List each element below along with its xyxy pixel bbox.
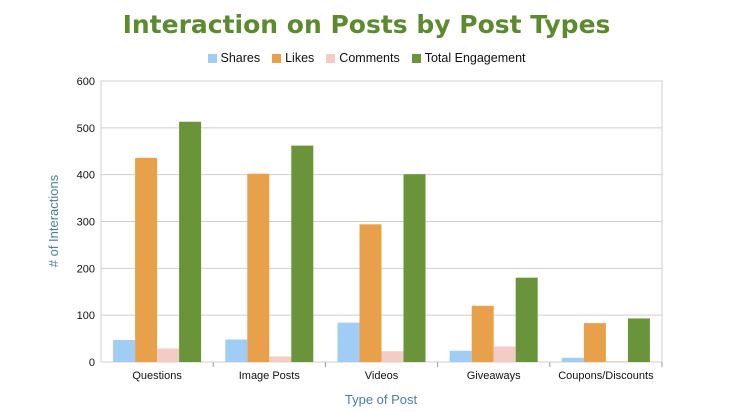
bar-likes bbox=[247, 173, 270, 362]
chart-legend: Shares Likes Comments Total Engagement bbox=[0, 51, 733, 65]
bar-shares bbox=[225, 339, 248, 362]
bar-total-engagement bbox=[627, 318, 650, 362]
x-tick-label: Giveaways bbox=[467, 370, 521, 382]
x-tick-label: Videos bbox=[365, 370, 399, 382]
bar-shares bbox=[337, 322, 360, 362]
y-tick-label: 200 bbox=[77, 263, 95, 275]
bar-comments bbox=[605, 361, 628, 362]
y-tick-label: 600 bbox=[77, 76, 95, 88]
legend-swatch bbox=[326, 53, 336, 63]
x-tick-label: Questions bbox=[132, 370, 182, 382]
bar-comments bbox=[157, 348, 180, 362]
bar-total-engagement bbox=[515, 277, 538, 362]
y-tick-label: 0 bbox=[89, 357, 95, 369]
bar-shares bbox=[113, 339, 136, 362]
bar-comments bbox=[269, 356, 292, 362]
legend-item: Comments bbox=[326, 51, 400, 65]
bar-shares bbox=[561, 357, 584, 362]
bar-likes bbox=[135, 157, 158, 362]
x-axis-title: Type of Post bbox=[345, 392, 418, 407]
chart-title: Interaction on Posts by Post Types bbox=[122, 10, 611, 39]
bar-total-engagement bbox=[179, 121, 202, 363]
y-tick-label: 300 bbox=[77, 217, 95, 229]
y-tick-label: 100 bbox=[77, 310, 95, 322]
x-tick-label: Image Posts bbox=[239, 370, 301, 382]
legend-item: Likes bbox=[272, 51, 314, 65]
legend-item: Total Engagement bbox=[411, 51, 526, 65]
y-axis-title: # of Interactions bbox=[46, 174, 61, 267]
y-tick-label: 400 bbox=[77, 170, 95, 182]
x-tick-label: Coupons/Discounts bbox=[558, 370, 654, 382]
legend-swatch bbox=[411, 53, 421, 63]
legend-swatch bbox=[272, 53, 282, 63]
bar-total-engagement bbox=[403, 174, 426, 362]
bar-comments bbox=[493, 346, 516, 362]
legend-label: Shares bbox=[220, 51, 261, 65]
legend-item: Shares bbox=[207, 51, 261, 65]
bar-likes bbox=[359, 224, 382, 362]
legend-label: Total Engagement bbox=[424, 51, 526, 65]
bar-likes bbox=[471, 305, 494, 362]
bar-shares bbox=[449, 350, 472, 362]
bar-total-engagement bbox=[291, 145, 314, 362]
bar-comments bbox=[381, 351, 404, 362]
legend-label: Likes bbox=[285, 51, 315, 65]
legend-label: Comments bbox=[339, 51, 400, 65]
y-tick-label: 500 bbox=[77, 123, 95, 135]
legend-swatch bbox=[207, 53, 217, 63]
bar-likes bbox=[583, 323, 606, 362]
